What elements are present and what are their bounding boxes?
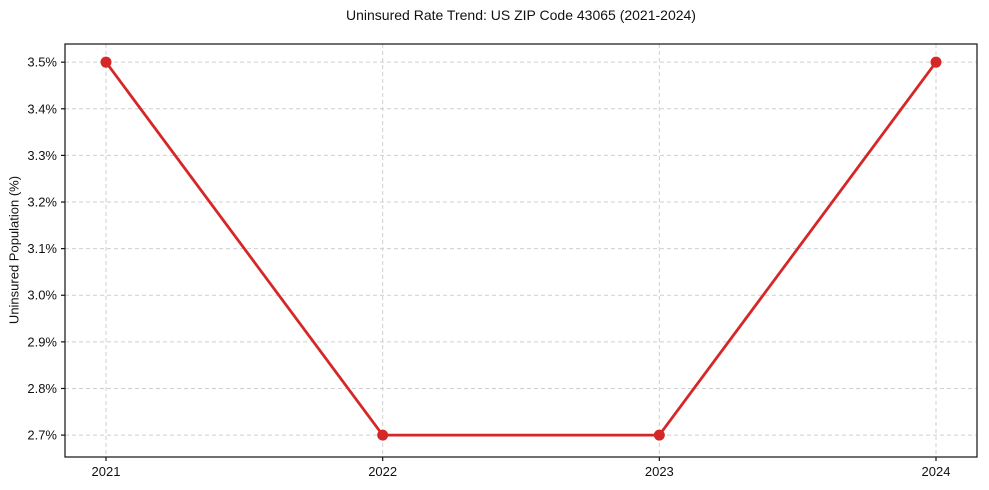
y-tick-label: 3.1% (27, 241, 57, 256)
plot-border (64, 43, 978, 458)
x-tick-label: 2021 (92, 464, 121, 479)
data-point (100, 56, 112, 68)
chart-title: Uninsured Rate Trend: US ZIP Code 43065 … (346, 7, 696, 23)
data-point (377, 429, 389, 441)
y-tick-label: 3.0% (27, 288, 57, 303)
x-tick-label: 2023 (645, 464, 674, 479)
y-tick-label: 2.7% (27, 428, 57, 443)
y-tick-label: 2.9% (27, 334, 57, 349)
x-tick-label: 2024 (922, 464, 951, 479)
data-point (930, 56, 942, 68)
y-tick-label: 2.8% (27, 381, 57, 396)
y-tick-label: 3.5% (27, 55, 57, 70)
y-tick-label: 3.4% (27, 101, 57, 116)
y-tick-label: 3.3% (27, 148, 57, 163)
trend-line (104, 60, 938, 437)
y-tick-label: 3.2% (27, 195, 57, 210)
data-point (653, 429, 665, 441)
x-tick-label: 2022 (368, 464, 397, 479)
